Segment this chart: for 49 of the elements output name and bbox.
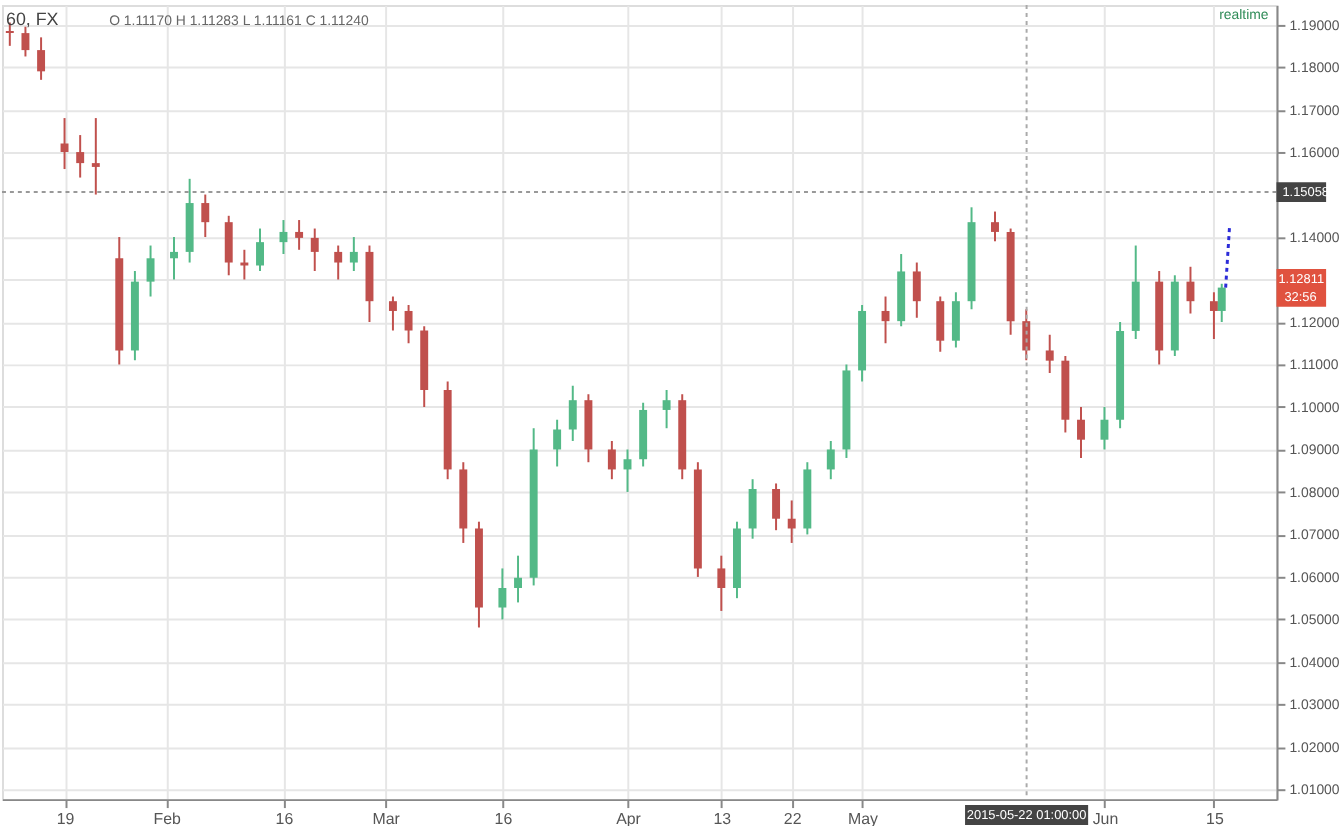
candlestick — [240, 248, 249, 281]
x-tick-label: 19 — [56, 809, 76, 826]
candlestick — [1045, 333, 1054, 374]
candlestick — [717, 554, 726, 612]
x-tick-label: 22 — [783, 809, 803, 826]
candlestick — [201, 193, 210, 239]
candlestick — [349, 236, 358, 273]
candlestick — [991, 210, 999, 243]
x-tick-label: 16 — [494, 809, 514, 826]
candlestick — [514, 554, 523, 604]
x-tick-label: Mar — [372, 809, 401, 826]
candlestick — [568, 384, 577, 442]
candlestick — [1217, 282, 1226, 324]
candlestick — [772, 482, 781, 532]
candlestick — [1100, 405, 1109, 451]
candlestick — [748, 478, 757, 540]
candlestick — [60, 117, 69, 171]
candlestick — [936, 295, 945, 353]
candlestick — [1209, 291, 1218, 340]
candlestick — [76, 134, 85, 179]
x-tick-label: 16 — [275, 809, 295, 826]
candlestick — [37, 36, 46, 81]
x-tick-label: Feb — [153, 809, 183, 826]
chart-title: 60, FX — [5, 8, 59, 29]
candlestick — [295, 219, 304, 251]
candlestick — [334, 244, 343, 281]
candlestick — [310, 227, 319, 273]
candlestick — [1077, 405, 1085, 459]
candlestick — [279, 219, 288, 256]
x-tick-label: 15 — [1206, 809, 1225, 826]
candlestick — [787, 499, 796, 544]
candlestick — [951, 291, 960, 349]
candlestick — [21, 25, 30, 58]
candlestick — [256, 227, 264, 273]
candlestick — [912, 261, 921, 319]
candlestick — [498, 567, 507, 621]
candlestick — [607, 439, 616, 481]
x-tick-label: 13 — [713, 809, 733, 826]
candlestick — [146, 244, 155, 298]
candlestick — [1186, 265, 1195, 315]
candlestick — [91, 117, 100, 196]
candlestick — [170, 236, 178, 281]
candlestick — [388, 295, 397, 332]
candlestick — [404, 304, 413, 345]
candlestick — [662, 388, 671, 430]
candlestick — [224, 214, 233, 277]
x-tick-label: Jun — [1092, 809, 1119, 826]
candlestick — [553, 418, 562, 468]
candlestick — [826, 439, 835, 481]
